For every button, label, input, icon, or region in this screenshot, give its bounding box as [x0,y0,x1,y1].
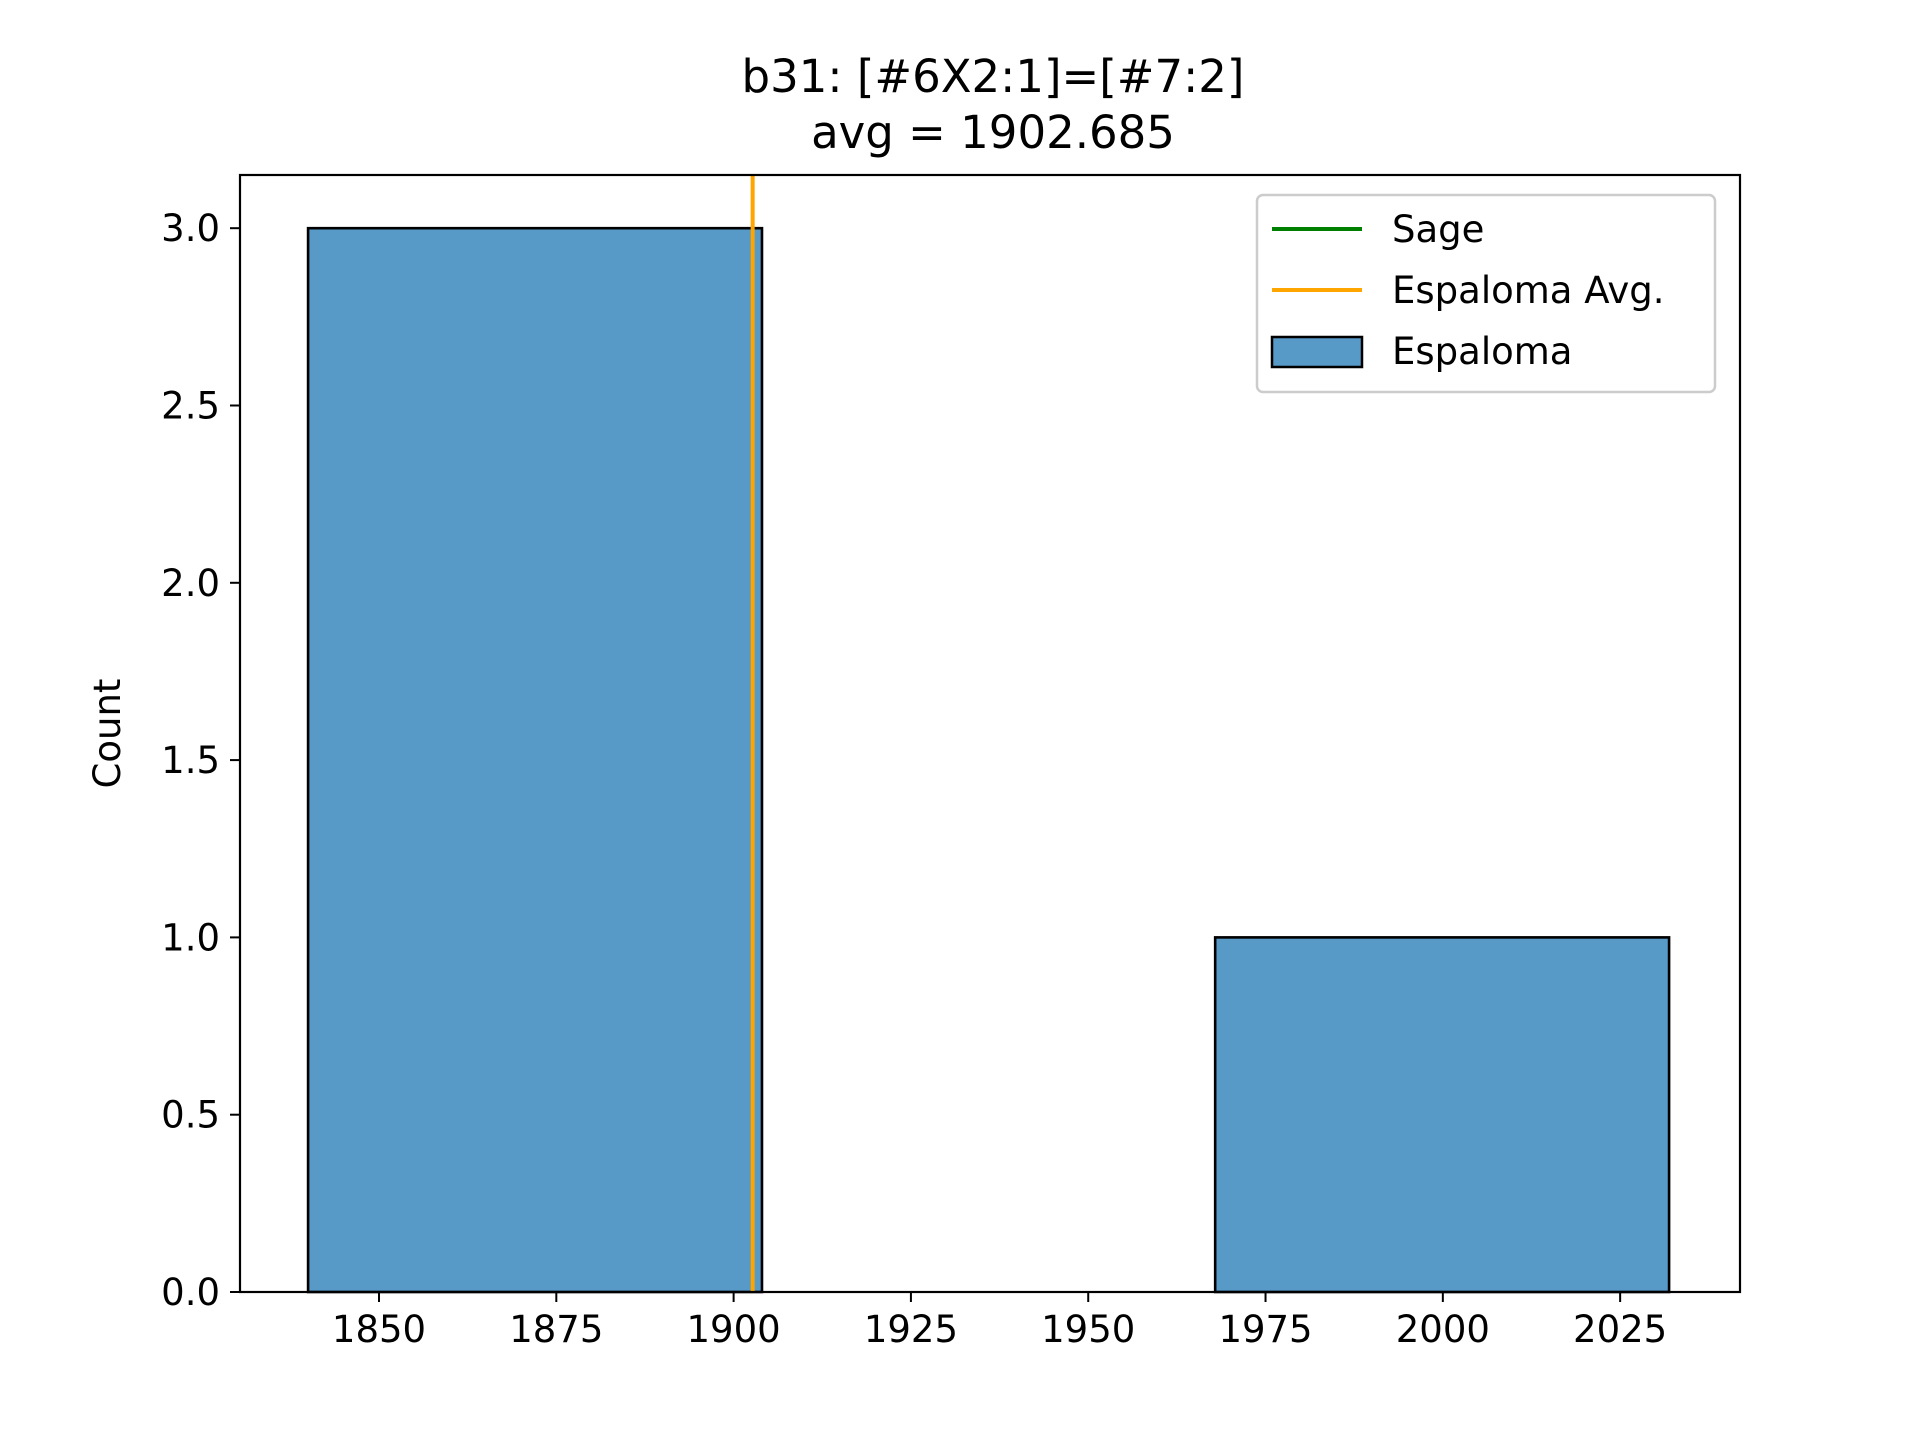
plot-area-frame [238,173,1742,1294]
chart-subtitle: avg = 1902.685 [811,106,1175,159]
histogram-bar-1 [306,226,764,1294]
y-axis-ticks: 0.0 0.5 1.0 1.5 2.0 2.5 3.0 [161,207,240,1314]
chart-title: b31: [#6X2:1]=[#7:2] [742,50,1245,103]
y-tick-label-1.5: 1.5 [161,739,220,782]
legend-label-espaloma: Espaloma [1392,330,1572,373]
legend-box [1255,193,1717,394]
x-tick-label-2025: 2025 [1573,1308,1667,1351]
legend: Sage Espaloma Avg. Espaloma [1255,193,1717,394]
y-axis-label: Count [86,679,129,789]
x-tick-label-2000: 2000 [1396,1308,1490,1351]
legend-swatch-espaloma [1270,335,1364,369]
x-tick-label-1975: 1975 [1218,1308,1312,1351]
x-tick-label-1850: 1850 [332,1308,426,1351]
legend-label-espaloma-avg: Espaloma Avg. [1392,269,1665,312]
y-tick-label-0.0: 0.0 [161,1271,220,1314]
y-tick-label-0.5: 0.5 [161,1094,220,1137]
y-tick-label-3.0: 3.0 [161,207,220,250]
bars-layer [306,226,1671,1294]
x-tick-label-1925: 1925 [864,1308,958,1351]
x-tick-label-1950: 1950 [1041,1308,1135,1351]
y-tick-label-2.0: 2.0 [161,562,220,605]
y-tick-label-2.5: 2.5 [161,384,220,427]
x-tick-label-1900: 1900 [687,1308,781,1351]
x-tick-label-1875: 1875 [509,1308,603,1351]
y-tick-label-1.0: 1.0 [161,916,220,959]
x-axis-ticks: 1850 1875 1900 1925 1950 1975 2000 2025 [332,1292,1667,1351]
legend-label-sage: Sage [1392,208,1484,251]
histogram-bar-3 [1213,936,1671,1294]
